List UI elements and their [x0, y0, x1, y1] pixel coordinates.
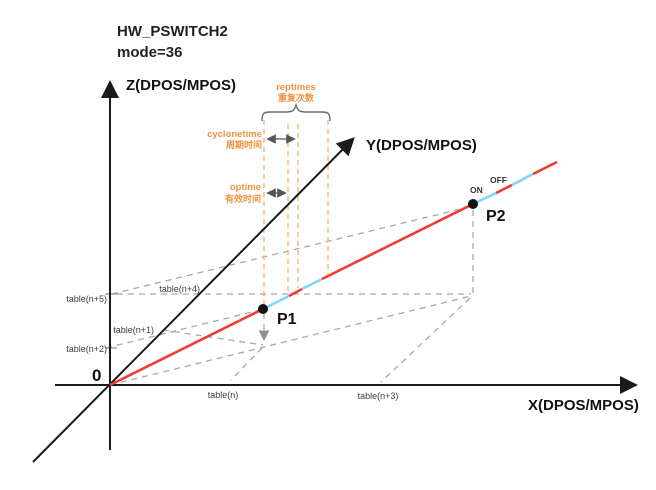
- floor-shadow-line: [109, 295, 472, 386]
- optime-label-en: optime: [230, 182, 261, 193]
- p1-label: P1: [277, 311, 297, 328]
- table-n-label: table(n): [208, 390, 239, 400]
- path-segment-off: [321, 202, 474, 281]
- path-segment-off: [532, 160, 558, 176]
- table-n2-label: table(n+2): [66, 344, 107, 354]
- projection-line-z-n5-to-p2: [111, 206, 470, 295]
- path-segment-on: [511, 172, 534, 187]
- table-n4-label: table(n+4): [159, 284, 200, 294]
- point-p1-dot: [258, 304, 268, 314]
- point-p2-dot: [468, 199, 478, 209]
- reptimes-label-zh: 重复次数: [278, 92, 315, 103]
- figure-mode: mode=36: [117, 44, 182, 61]
- cyclonetime-label-en: cyclonetime: [207, 129, 262, 140]
- axes: [32, 80, 638, 463]
- on-state-label: ON: [470, 185, 483, 195]
- path-segment-off: [495, 183, 513, 195]
- y-axis: [32, 137, 355, 463]
- table-n3-label: table(n+3): [358, 391, 399, 401]
- optime-label-zh: 有效时间: [225, 193, 261, 204]
- timing-guides: [263, 120, 329, 306]
- off-state-label: OFF: [490, 175, 507, 185]
- cyclonetime-label-zh: 周期时间: [226, 139, 262, 150]
- path-segment-on: [301, 277, 323, 291]
- reptimes-label-en: reptimes: [276, 82, 316, 93]
- table-n1-label: table(n+1): [113, 325, 154, 335]
- p2-floor-to-table-n3: [380, 297, 471, 383]
- p2-label: P2: [486, 208, 506, 225]
- origin-label: 0: [92, 366, 101, 385]
- path-segment-off: [109, 307, 264, 387]
- figure-title: HW_PSWITCH2: [117, 23, 228, 40]
- z-axis-label: Z(DPOS/MPOS): [126, 77, 236, 94]
- x-axis-label: X(DPOS/MPOS): [528, 397, 639, 414]
- y-axis-label: Y(DPOS/MPOS): [366, 137, 477, 154]
- reptimes-brace: [261, 102, 331, 122]
- projection-lines: [105, 206, 474, 386]
- path-segment-off: [288, 287, 303, 298]
- projection-line-z-n2-to-p1: [105, 309, 261, 349]
- motion-path: [109, 160, 558, 387]
- projection-line-y-n1-to-p1-floor: [162, 329, 264, 346]
- table-n5-label: table(n+5): [66, 294, 107, 304]
- p1-floor-to-table-n: [230, 347, 263, 381]
